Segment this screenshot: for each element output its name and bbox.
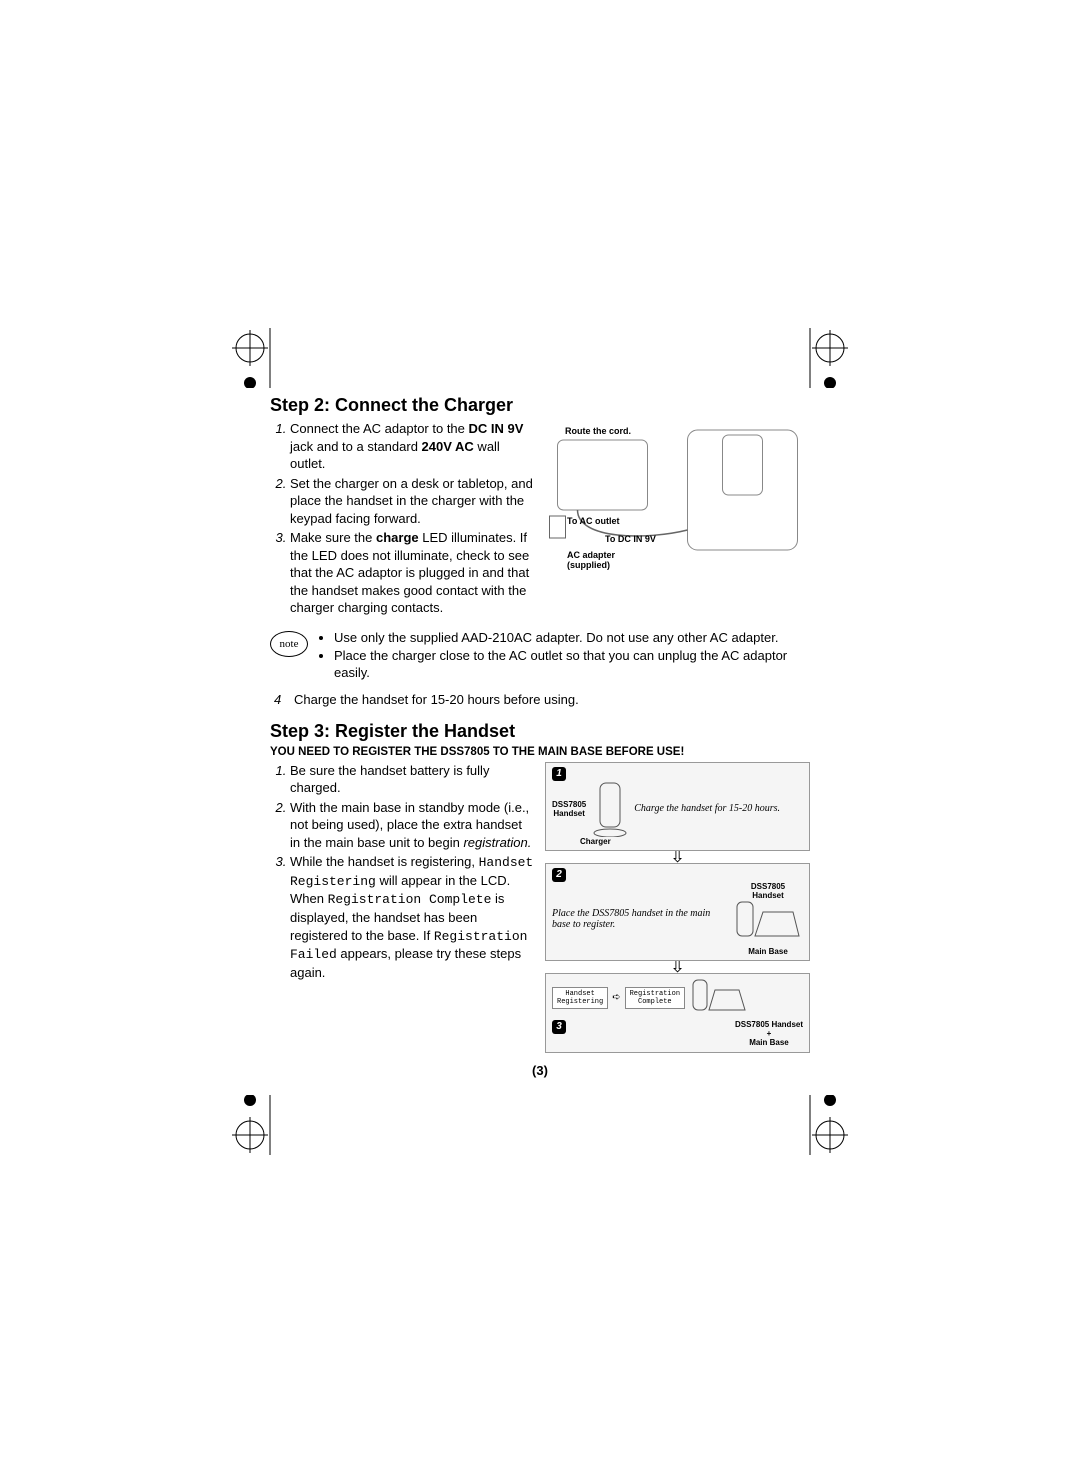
charger-diagram-svg xyxy=(545,420,810,570)
arrow-right-icon: ➪ xyxy=(612,992,620,1003)
step3-item-1: Be sure the handset battery is fully cha… xyxy=(290,762,535,797)
step2-item-2: Set the charger on a desk or tabletop, a… xyxy=(290,475,535,528)
panel-1-badge: 1 xyxy=(552,767,566,781)
crop-mark-tr xyxy=(790,328,830,368)
step2-item-3: Make sure the charge LED illuminates. If… xyxy=(290,529,535,617)
step2-item-4: 4 Charge the handset for 15-20 hours bef… xyxy=(274,692,810,707)
step3-item-2: With the main base in standby mode (i.e.… xyxy=(290,799,535,852)
arrow-down-icon: ⇩ xyxy=(545,851,810,861)
crop-mark-br xyxy=(790,1095,830,1135)
step3-subhead: YOU NEED TO REGISTER THE DSS7805 TO THE … xyxy=(270,746,810,758)
main-base-icon xyxy=(733,900,803,944)
charger-diagram: Route the cord. To AC outlet To DC IN 9V… xyxy=(545,420,810,570)
note-item-2: Place the charger close to the AC outlet… xyxy=(334,647,810,682)
step2-note: note Use only the supplied AAD-210AC ada… xyxy=(270,629,810,682)
register-panel-2: 2 Place the DSS7805 handset in the main … xyxy=(545,863,810,961)
page-number: (3) xyxy=(270,1063,810,1078)
panel2-mainbase-label: Main Base xyxy=(733,947,803,956)
panel2-handset-label: DSS7805 Handset xyxy=(733,882,803,900)
crop-mark-bl xyxy=(230,1095,270,1135)
label-supplied: (supplied) xyxy=(567,560,610,570)
label-dc-in-9v: To DC IN 9V xyxy=(605,534,656,544)
handset-base-icon xyxy=(689,978,749,1018)
panel1-handset-label: DSS7805 Handset xyxy=(552,800,586,818)
step3-item-3: While the handset is registering, Handse… xyxy=(290,853,535,981)
panel1-hint: Charge the handset for 15-20 hours. xyxy=(634,803,780,814)
panel2-hint: Place the DSS7805 handset in the main ba… xyxy=(552,908,727,930)
handset-icon xyxy=(592,781,628,837)
step3-title: Step 3: Register the Handset xyxy=(270,721,810,742)
label-ac-adapter: AC adapter xyxy=(567,550,615,560)
lcd-complete: Registration Complete xyxy=(625,987,685,1009)
step2-title: Step 2: Connect the Charger xyxy=(270,395,810,416)
label-ac-outlet: To AC outlet xyxy=(567,516,620,526)
crop-mark-tl xyxy=(230,328,270,368)
label-route-cord: Route the cord. xyxy=(565,426,631,436)
note-item-1: Use only the supplied AAD-210AC adapter.… xyxy=(334,629,810,647)
panel-2-badge: 2 xyxy=(552,868,566,882)
lcd-registering: Handset Registering xyxy=(552,987,608,1009)
arrow-down-icon-2: ⇩ xyxy=(545,961,810,971)
step2-list: Connect the AC adaptor to the DC IN 9V j… xyxy=(270,420,535,617)
panel1-charger-label: Charger xyxy=(580,837,803,846)
register-panel-3: Handset Registering ➪ Registration Compl… xyxy=(545,973,810,1053)
note-icon: note xyxy=(270,631,308,657)
register-panel-1: 1 DSS7805 Handset Charge the handset for… xyxy=(545,762,810,851)
step3-list: Be sure the handset battery is fully cha… xyxy=(270,762,535,982)
step2-item-1: Connect the AC adaptor to the DC IN 9V j… xyxy=(290,420,535,473)
panel-3-badge: 3 xyxy=(552,1020,566,1034)
panel3-handset-label: DSS7805 Handset + Main Base xyxy=(735,1020,803,1047)
page-content: Step 2: Connect the Charger Connect the … xyxy=(270,395,810,1078)
